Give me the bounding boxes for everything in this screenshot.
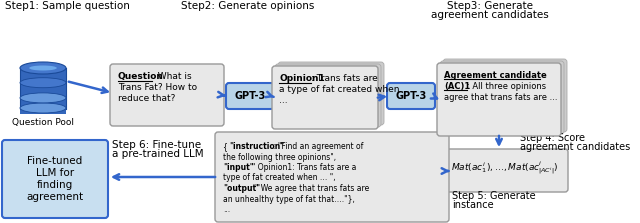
Ellipse shape [20, 62, 66, 74]
Text: Question Pool: Question Pool [12, 118, 74, 127]
FancyBboxPatch shape [440, 61, 564, 134]
Text: LLM for: LLM for [36, 168, 74, 178]
FancyBboxPatch shape [275, 64, 381, 127]
Text: GPT-3: GPT-3 [396, 91, 427, 101]
FancyBboxPatch shape [278, 62, 384, 125]
Text: (AC)1: (AC)1 [444, 82, 470, 91]
Text: finding: finding [37, 180, 73, 190]
FancyBboxPatch shape [443, 59, 567, 132]
Text: Question: Question [118, 72, 164, 81]
FancyBboxPatch shape [437, 63, 561, 136]
Text: Step 4: Score: Step 4: Score [520, 133, 585, 143]
Text: Step3: Generate: Step3: Generate [447, 1, 533, 11]
Text: $\mathit{Mat}(ac_1^i),\ldots,\mathit{Mat}(ac_{|AC^i|}^i)$: $\mathit{Mat}(ac_1^i),\ldots,\mathit{Mat… [451, 160, 559, 177]
Text: GPT-3: GPT-3 [234, 91, 266, 101]
Text: Step2: Generate opinions: Step2: Generate opinions [181, 1, 315, 11]
Text: "output": "output" [223, 184, 260, 193]
Text: an unhealthy type of fat that…."},: an unhealthy type of fat that…."}, [223, 194, 355, 204]
Text: : All three opinions: : All three opinions [467, 82, 546, 91]
Text: ...: ... [279, 96, 287, 105]
FancyBboxPatch shape [442, 149, 568, 192]
FancyBboxPatch shape [272, 66, 378, 129]
Text: : " Opinion1: Trans fats are a: : " Opinion1: Trans fats are a [247, 163, 356, 172]
Text: ...: ... [223, 205, 230, 214]
Ellipse shape [20, 93, 66, 103]
Text: Opinion1: Opinion1 [279, 74, 324, 83]
Ellipse shape [29, 66, 57, 70]
Text: Agreement candidate: Agreement candidate [444, 71, 547, 80]
FancyBboxPatch shape [110, 64, 224, 126]
Text: a pre-trained LLM: a pre-trained LLM [112, 149, 204, 159]
Text: type of fat created when … ",: type of fat created when … ", [223, 173, 335, 182]
Text: instance: instance [452, 200, 493, 210]
Text: Step 6: Fine-tune: Step 6: Fine-tune [112, 140, 201, 150]
Text: the following three opinions",: the following three opinions", [223, 153, 336, 161]
Text: agree that trans fats are ...: agree that trans fats are ... [444, 93, 557, 102]
Text: Trans Fat? How to: Trans Fat? How to [118, 83, 197, 92]
Text: : What is: : What is [152, 72, 191, 81]
Text: a type of fat created when: a type of fat created when [279, 85, 399, 94]
Text: Fine-tuned: Fine-tuned [28, 156, 83, 166]
Bar [20, 68, 66, 114]
Text: Step 5: Generate: Step 5: Generate [452, 191, 536, 201]
Ellipse shape [20, 78, 66, 88]
Text: reduce that?: reduce that? [118, 94, 175, 103]
Text: "input": "input" [223, 163, 253, 172]
Ellipse shape [20, 103, 66, 113]
FancyBboxPatch shape [226, 83, 274, 109]
Text: {: { [223, 142, 230, 151]
FancyBboxPatch shape [215, 132, 449, 222]
Text: : " We agree that trans fats are: : " We agree that trans fats are [250, 184, 369, 193]
Text: agreement candidates: agreement candidates [431, 10, 549, 20]
Text: Step1: Sample question: Step1: Sample question [5, 1, 130, 11]
Text: : Trans fats are: : Trans fats are [311, 74, 378, 83]
Text: "instruction": "instruction" [229, 142, 284, 151]
Text: agreement: agreement [26, 192, 84, 202]
Text: agreement candidates: agreement candidates [520, 142, 630, 152]
Text: : "Find an agreement of: : "Find an agreement of [273, 142, 364, 151]
FancyBboxPatch shape [387, 83, 435, 109]
FancyBboxPatch shape [2, 140, 108, 218]
